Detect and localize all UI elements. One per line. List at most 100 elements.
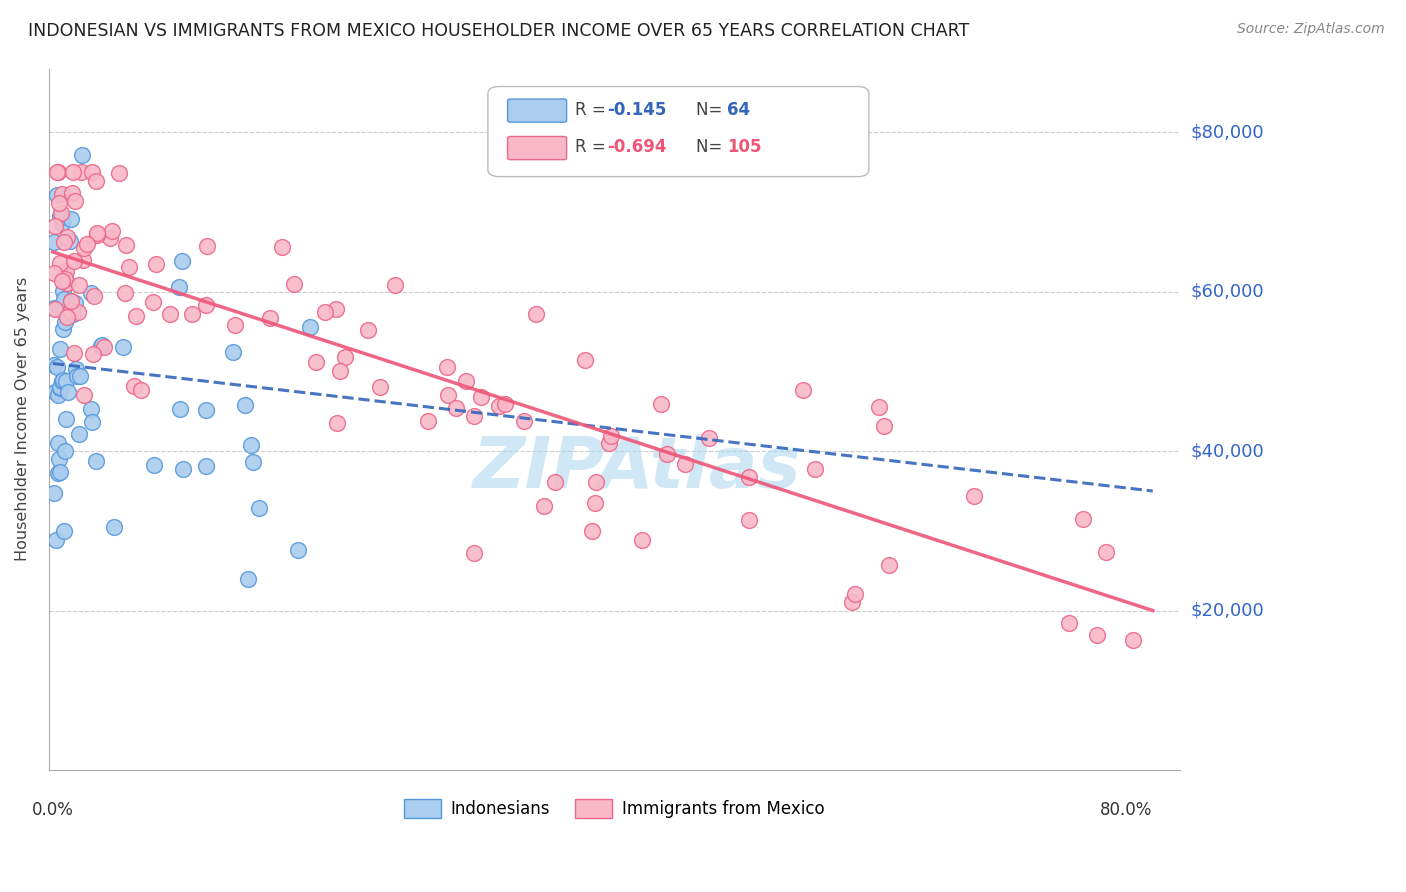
Point <box>169 280 191 294</box>
Point <box>384 277 406 292</box>
Text: $40,000: $40,000 <box>1191 442 1264 460</box>
Point <box>86 174 108 188</box>
Point <box>142 295 165 310</box>
Point <box>62 346 84 360</box>
Point <box>1059 615 1081 630</box>
Y-axis label: Householder Income Over 65 years: Householder Income Over 65 years <box>15 277 30 561</box>
Point <box>737 513 759 527</box>
Text: N=: N= <box>696 138 727 156</box>
Point <box>463 546 485 560</box>
Point <box>80 402 103 417</box>
Point <box>62 307 84 321</box>
Point <box>49 379 72 393</box>
Point <box>55 374 77 388</box>
Point <box>42 486 65 500</box>
Point <box>42 235 65 249</box>
Point <box>63 194 86 208</box>
Point <box>69 368 91 383</box>
Point <box>48 452 70 467</box>
Point <box>222 344 245 359</box>
Point <box>44 266 66 280</box>
Point <box>314 305 336 319</box>
Point <box>242 455 264 469</box>
Point <box>49 381 72 395</box>
Point <box>59 211 82 226</box>
Point <box>494 397 516 411</box>
Point <box>1085 627 1108 641</box>
Point <box>55 264 77 278</box>
Point <box>1071 512 1094 526</box>
Point <box>145 257 167 271</box>
Point <box>56 277 79 291</box>
Text: 105: 105 <box>727 138 762 156</box>
Point <box>56 230 79 244</box>
Point <box>368 380 391 394</box>
Point <box>599 429 621 443</box>
Point <box>195 402 218 417</box>
Point <box>299 320 322 334</box>
Point <box>98 231 121 245</box>
Point <box>118 260 141 275</box>
Point <box>304 354 326 368</box>
Point <box>574 353 596 368</box>
Point <box>287 543 309 558</box>
Point <box>259 311 281 326</box>
Point <box>172 462 194 476</box>
Point <box>53 315 76 329</box>
Point <box>45 360 67 375</box>
Point <box>112 340 135 354</box>
Point <box>233 398 256 412</box>
Point <box>80 286 103 301</box>
Point <box>143 458 166 472</box>
Point <box>125 309 148 323</box>
Point <box>963 489 986 503</box>
Point <box>52 524 75 539</box>
Point <box>86 227 108 242</box>
Point <box>51 374 73 388</box>
Text: -0.145: -0.145 <box>607 101 666 119</box>
Point <box>804 462 827 476</box>
Point <box>52 292 75 306</box>
Point <box>544 475 567 490</box>
Point <box>169 402 191 417</box>
Point <box>59 234 82 248</box>
Point <box>49 209 72 223</box>
Point <box>62 165 84 179</box>
Point <box>325 302 347 317</box>
Point <box>446 401 468 416</box>
Point <box>59 304 82 318</box>
Text: $20,000: $20,000 <box>1191 601 1264 620</box>
Text: ZIPAtlas: ZIPAtlas <box>472 434 801 503</box>
Point <box>841 595 863 609</box>
Point <box>181 307 204 321</box>
Point <box>844 587 866 601</box>
Point <box>650 397 672 411</box>
Text: 0.0%: 0.0% <box>32 800 73 819</box>
Point <box>224 318 246 333</box>
Point <box>655 447 678 461</box>
Text: 80.0%: 80.0% <box>1099 800 1152 819</box>
Point <box>239 438 262 452</box>
Point <box>63 295 86 310</box>
Point <box>82 346 104 360</box>
Point <box>55 412 77 426</box>
Legend: Indonesians, Immigrants from Mexico: Indonesians, Immigrants from Mexico <box>398 793 831 825</box>
Point <box>56 310 79 325</box>
Point <box>513 414 536 428</box>
Point <box>194 458 217 473</box>
Point <box>195 238 218 252</box>
Point <box>49 256 72 270</box>
Point <box>159 307 181 321</box>
Point <box>46 165 69 179</box>
Point <box>585 475 607 489</box>
Point <box>122 379 145 393</box>
Point <box>283 277 305 291</box>
Point <box>470 390 492 404</box>
Point <box>129 383 152 397</box>
Point <box>60 294 83 309</box>
Point <box>271 240 294 254</box>
Point <box>46 165 69 179</box>
Point <box>454 374 477 388</box>
Text: R =: R = <box>575 138 612 156</box>
Point <box>416 414 439 428</box>
